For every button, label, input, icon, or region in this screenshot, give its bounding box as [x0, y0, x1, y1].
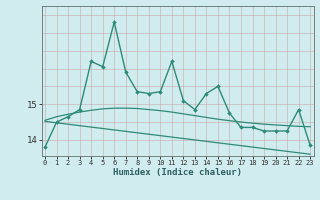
X-axis label: Humidex (Indice chaleur): Humidex (Indice chaleur): [113, 168, 242, 177]
